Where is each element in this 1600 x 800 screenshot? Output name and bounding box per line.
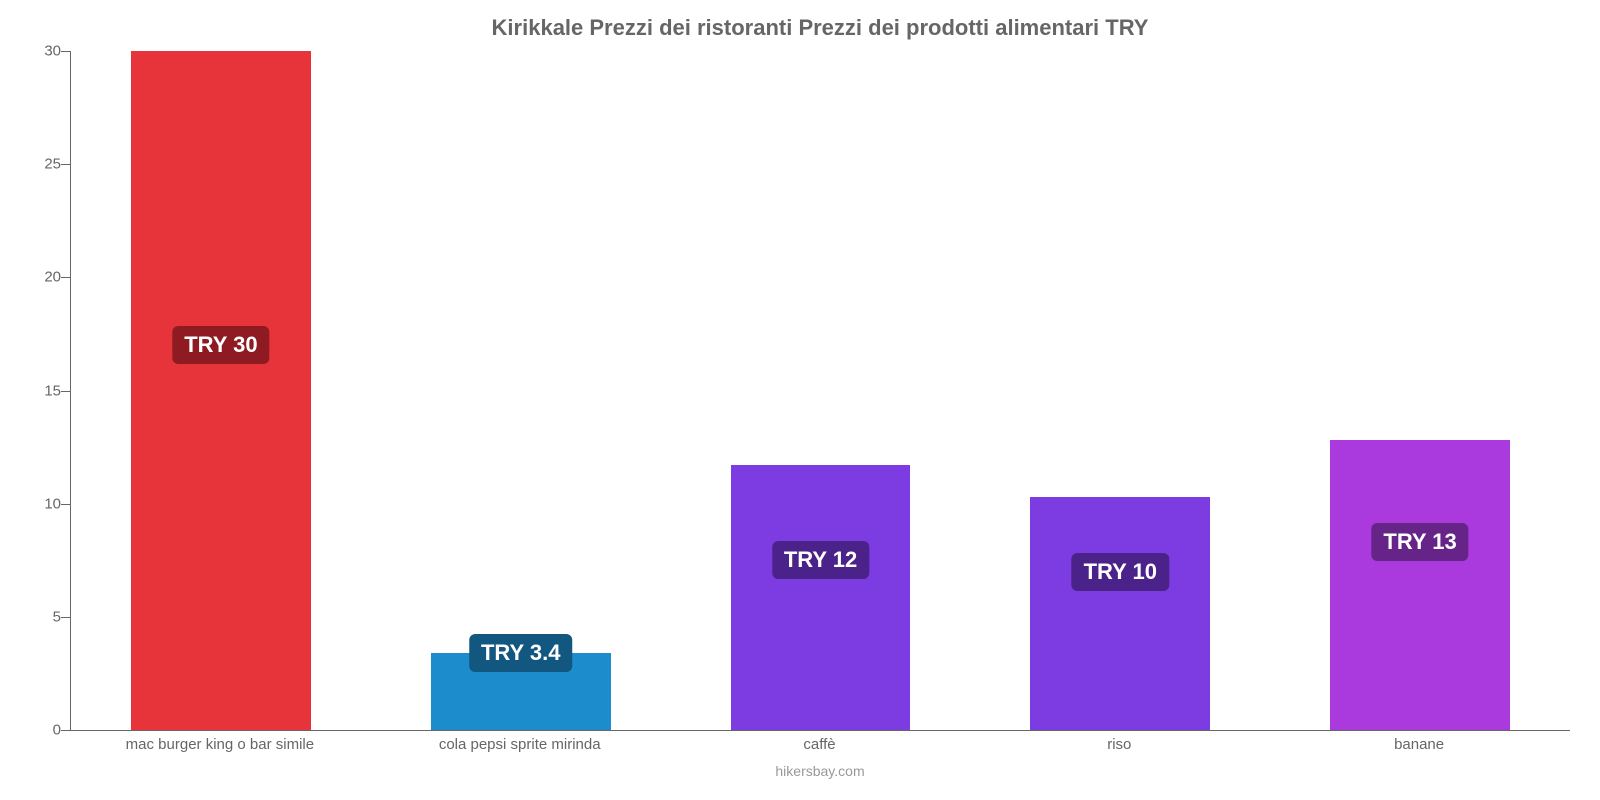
y-tick-label: 30 xyxy=(26,43,61,60)
bar xyxy=(731,465,911,730)
y-tick xyxy=(61,391,71,392)
y-tick-label: 5 xyxy=(26,608,61,625)
y-tick-label: 15 xyxy=(26,382,61,399)
bar-value-label: TRY 30 xyxy=(172,326,269,364)
y-tick-label: 0 xyxy=(26,722,61,739)
y-tick xyxy=(61,51,71,52)
y-tick xyxy=(61,617,71,618)
bar xyxy=(1030,497,1210,730)
chart-title: Kirikkale Prezzi dei ristoranti Prezzi d… xyxy=(70,10,1570,51)
x-axis-label: caffè xyxy=(803,736,835,753)
x-axis-label: banane xyxy=(1394,736,1444,753)
bar-value-label: TRY 12 xyxy=(772,541,869,579)
bar xyxy=(131,51,311,730)
x-axis-label: mac burger king o bar simile xyxy=(126,736,314,753)
y-tick xyxy=(61,164,71,165)
bar-value-label: TRY 3.4 xyxy=(469,634,572,672)
x-axis-label: riso xyxy=(1107,736,1131,753)
bar-value-label: TRY 13 xyxy=(1371,523,1468,561)
bar xyxy=(1330,440,1510,730)
y-tick xyxy=(61,277,71,278)
y-tick xyxy=(61,504,71,505)
plot-area: 051015202530TRY 30TRY 3.4TRY 12TRY 10TRY… xyxy=(70,51,1570,731)
bar-chart: Kirikkale Prezzi dei ristoranti Prezzi d… xyxy=(0,0,1600,800)
y-tick-label: 10 xyxy=(26,495,61,512)
y-tick-label: 25 xyxy=(26,156,61,173)
y-tick-label: 20 xyxy=(26,269,61,286)
chart-footer: hikersbay.com xyxy=(70,763,1570,779)
x-axis-label: cola pepsi sprite mirinda xyxy=(439,736,601,753)
x-axis-labels: mac burger king o bar simile cola pepsi s… xyxy=(70,731,1570,761)
bar-value-label: TRY 10 xyxy=(1072,553,1169,591)
